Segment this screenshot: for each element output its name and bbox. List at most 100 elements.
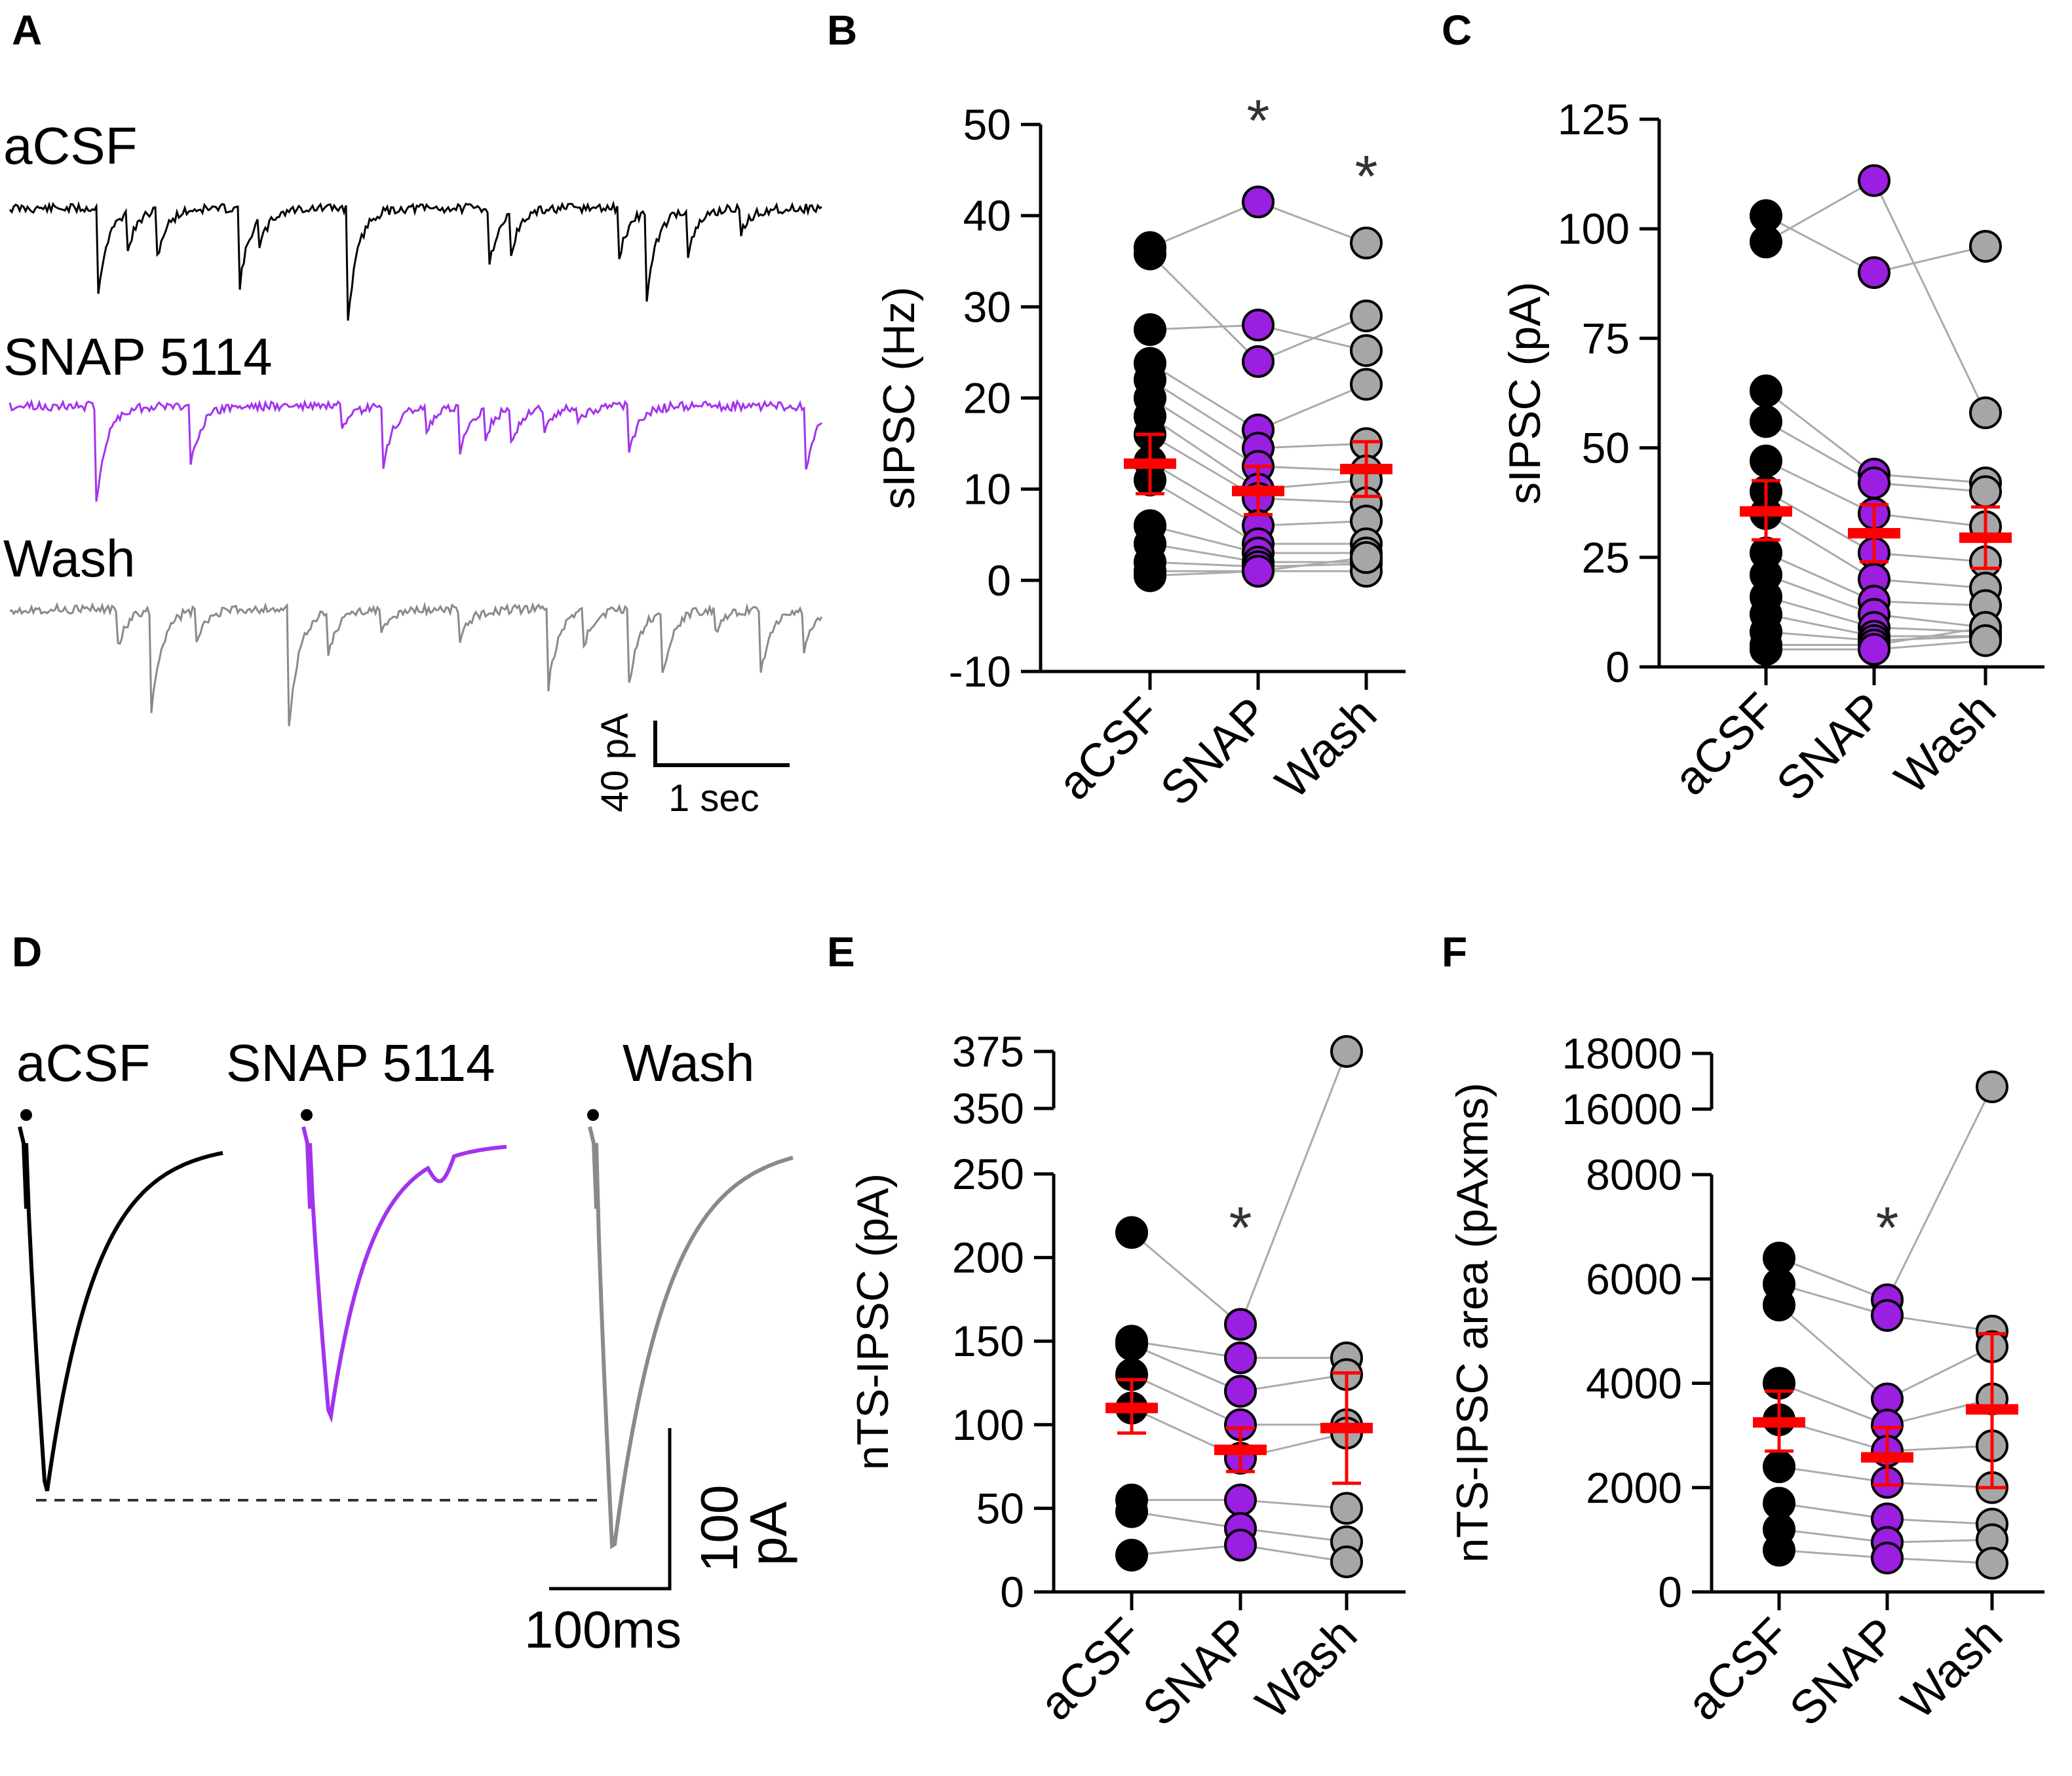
y-tick-label: 150 [952,1317,1024,1365]
y-tick-label: 25 [1582,533,1630,582]
y-tick-label: 200 [952,1234,1024,1282]
y-axis-label: nTS-IPSC area (pAxms) [1448,1082,1497,1562]
y-tick-label: 16000 [1562,1085,1682,1133]
y-tick-label: 10 [963,465,1011,514]
y-tick-label: 0 [1658,1568,1682,1616]
x-tick-label-acsf: aCSF [1048,688,1171,810]
data-point-wash [1976,1547,2008,1580]
stimulus-dot-wash [587,1109,599,1121]
evoked-trace-wash [588,1126,794,1549]
scale-bar-d-y-value: 100 [690,1485,748,1572]
y-axis-label: nTS-IPSC (pA) [848,1173,898,1470]
y-tick-label: 375 [952,1027,1024,1076]
y-tick-label: 50 [963,100,1011,149]
data-point-wash [1969,396,2002,430]
subject-pair-line [1778,1086,1993,1301]
data-point-acsf [1763,1450,1795,1483]
data-point-wash [1969,624,2002,657]
panel-letter-d: D [12,928,42,975]
panel-a-traces: aCSF SNAP 5114 Wash 40 pA 1 sec [3,117,823,820]
data-point-wash [1976,1070,2008,1103]
significance-star: * [1229,1196,1252,1261]
panel-letter-c: C [1442,7,1472,54]
data-point-wash [1350,368,1383,401]
data-point-snap [1858,256,1890,290]
stimulus-dot-snap [301,1109,313,1121]
trace-wash [9,601,823,727]
panel-letter-e: E [827,928,855,975]
data-point-acsf [1750,225,1782,259]
data-point-acsf [1115,1328,1148,1361]
data-point-wash [1350,226,1383,259]
data-point-snap [1858,633,1890,666]
y-axis-label: sIPSC (Hz) [874,287,924,510]
trace-label-wash: Wash [3,529,136,588]
y-tick-label: 100 [1558,204,1630,253]
y-tick-label: 6000 [1586,1255,1682,1303]
significance-star: * [1246,88,1269,154]
y-axis-label: sIPSC (pA) [1500,282,1550,504]
trace-acsf [9,200,822,321]
x-tick-label-acsf: aCSF [1030,1608,1153,1731]
x-tick-label-wash: Wash [1891,1608,2012,1729]
y-tick-label: 100 [952,1401,1024,1449]
scale-bar-d [549,1428,672,1591]
x-tick-label-snap: SNAP [1767,683,1894,811]
data-point-snap [1224,1308,1257,1341]
data-point-snap [1224,1374,1257,1408]
y-tick-label: 0 [1000,1568,1024,1616]
y-tick-label: 2000 [1586,1464,1682,1512]
evoked-trace-snap [301,1126,507,1424]
y-tick-label: 40 [963,191,1011,240]
x-tick-label-wash: Wash [1885,683,2006,804]
data-point-snap [1242,554,1275,588]
data-point-acsf [1115,1495,1148,1528]
scale-bar-d-x-label: 100ms [524,1600,681,1659]
evoked-trace-acsf [18,1126,223,1492]
significance-star: * [1354,144,1377,210]
data-point-acsf [1750,444,1782,478]
data-point-snap [1242,345,1275,378]
x-tick-label-wash: Wash [1246,1608,1367,1729]
data-point-snap [1224,1483,1257,1517]
data-point-snap [1871,1298,1904,1332]
data-point-acsf [1134,313,1166,347]
data-point-snap [1242,185,1275,219]
y-tick-label: 125 [1558,95,1630,143]
trace-d-label-snap: SNAP 5114 [226,1034,495,1092]
panel-d-traces: aCSF SNAP 5114 Wash 100 pA 100ms [16,1034,797,1659]
data-point-acsf [1750,633,1782,666]
x-tick-label-snap: SNAP [1151,688,1278,816]
data-point-acsf [1750,405,1782,438]
panel-letter-a: A [12,7,42,54]
data-point-wash [1350,541,1383,575]
y-tick-label: 0 [1605,643,1630,691]
y-tick-label: 18000 [1562,1029,1682,1078]
trace-d-label-wash: Wash [623,1034,755,1092]
data-point-snap [1871,1541,1904,1575]
y-tick-label: 20 [963,374,1011,423]
subject-pair-line [1765,179,1987,413]
stimulus-dot-acsf [20,1109,32,1121]
data-point-wash [1969,229,2002,263]
data-point-snap [1224,1341,1257,1374]
data-point-acsf [1763,1289,1795,1322]
y-tick-label: 0 [987,556,1011,605]
y-tick-label: 350 [952,1084,1024,1133]
y-tick-label: 50 [1582,424,1630,472]
data-point-acsf [1134,559,1166,592]
trace-label-acsf: aCSF [3,117,138,175]
data-point-acsf [1763,1534,1795,1567]
data-point-snap [1858,466,1890,500]
y-tick-label: 250 [952,1150,1024,1198]
significance-star: * [1875,1196,1898,1261]
data-point-acsf [1750,374,1782,407]
y-tick-label: 75 [1582,314,1630,362]
subject-pair-line [1131,1051,1348,1327]
scale-bar-a-x-label: 1 sec [668,777,759,820]
data-point-wash [1330,1035,1363,1068]
data-point-wash [1350,334,1383,368]
